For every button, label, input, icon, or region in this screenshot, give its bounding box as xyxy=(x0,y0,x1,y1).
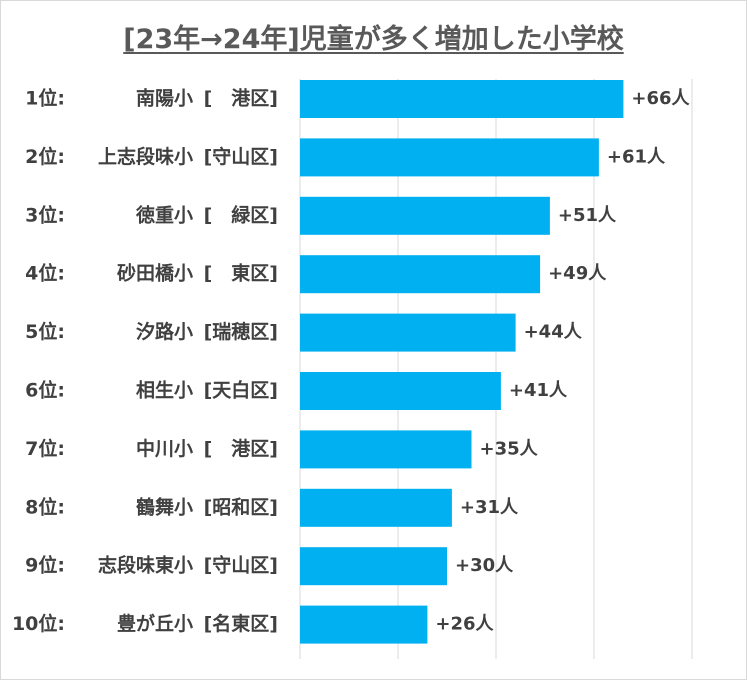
bars xyxy=(300,80,624,644)
ward-label-2: [守山区] xyxy=(204,145,278,168)
ward-label-4: [ 東区] xyxy=(204,262,278,285)
value-label-4: +49人 xyxy=(548,263,607,284)
bar-5 xyxy=(300,313,516,352)
rank-label-10: 10位: xyxy=(12,612,65,635)
ward-label-9: [守山区] xyxy=(204,554,278,577)
school-name-label-8: 鶴舞小 xyxy=(136,495,193,518)
ward-label-1: [ 港区] xyxy=(204,88,278,110)
ward-label-6: [天白区] xyxy=(204,379,278,402)
school-name-label-9: 志段味東小 xyxy=(98,554,193,577)
bar-6 xyxy=(300,372,501,410)
value-label-10: +26人 xyxy=(435,614,494,635)
value-label-3: +51人 xyxy=(558,205,617,226)
bar-7 xyxy=(300,430,472,469)
school-name-label-2: 上志段味小 xyxy=(98,145,193,168)
rank-label-8: 8位: xyxy=(25,495,65,518)
rank-label-2: 2位: xyxy=(25,145,65,168)
school-name-label-4: 砂田橋小 xyxy=(117,262,193,285)
ward-label-10: [名東区] xyxy=(204,612,278,635)
rank-label-3: 3位: xyxy=(25,203,65,226)
school-name-label-5: 汐路小 xyxy=(136,320,193,343)
bar-3 xyxy=(300,196,550,235)
value-label-5: +44人 xyxy=(524,322,583,343)
value-label-1: +66人 xyxy=(631,88,690,109)
rank-label-9: 9位: xyxy=(25,554,65,577)
school-name-label-1: 南陽小 xyxy=(136,88,193,110)
rank-label-7: 7位: xyxy=(25,437,65,460)
value-label-2: +61人 xyxy=(607,146,666,167)
school-name-label-10: 豊が丘小 xyxy=(117,612,193,635)
bar-8 xyxy=(300,488,452,527)
school-name-label-7: 中川小 xyxy=(136,437,193,460)
bar-2 xyxy=(300,138,599,177)
school-name-label-3: 徳重小 xyxy=(135,203,193,226)
school-name-label-6: 相生小 xyxy=(136,379,193,402)
value-label-7: +35人 xyxy=(480,438,539,459)
chart-title: [23年→24年]児童が多く増加した小学校 xyxy=(123,24,624,55)
rank-label-4: 4位: xyxy=(25,262,65,285)
bar-10 xyxy=(300,605,428,644)
bar-1 xyxy=(300,80,624,118)
ward-label-3: [ 緑区] xyxy=(204,203,278,226)
value-labels: +66人 +61人 +51人 +49人 +44人 +41人 +35人 +31人 +30人 +26人 xyxy=(435,88,690,635)
rank-label-6: 6位: xyxy=(25,379,65,402)
value-label-8: +31人 xyxy=(460,497,519,518)
ward-label-7: [ 港区] xyxy=(204,438,278,460)
rank-label-5: 5位: xyxy=(25,320,65,343)
ward-label-5: [瑞穂区] xyxy=(204,320,278,343)
ward-label-8: [昭和区] xyxy=(204,495,278,518)
bar-9 xyxy=(300,547,447,586)
value-label-6: +41人 xyxy=(509,380,568,401)
category-labels: 1位: 南陽小 [ 港区] 2位: 上志段味小 [守山区] 3位: 徳重小 [ 緑区] 4位: 砂田… xyxy=(12,87,278,636)
value-label-9: +30人 xyxy=(455,555,514,576)
bar-4 xyxy=(300,255,541,294)
rank-label-1: 1位: xyxy=(25,87,65,110)
